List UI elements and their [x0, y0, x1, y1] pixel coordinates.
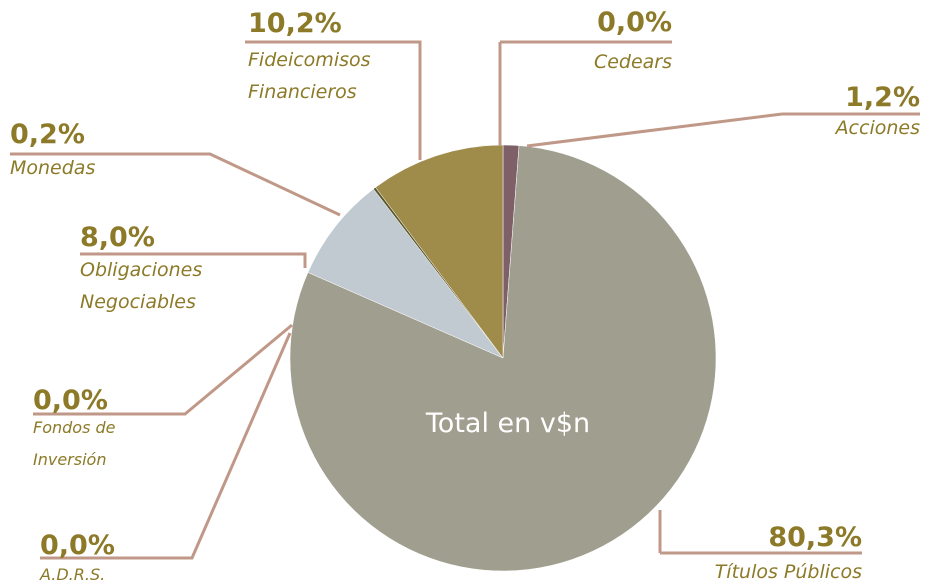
- category-label: Cedears: [593, 51, 672, 73]
- leader-line: [40, 332, 292, 560]
- category-label: Acciones: [835, 117, 920, 139]
- value-label: 0,0%: [33, 385, 108, 416]
- value-label: 0,2%: [10, 119, 85, 150]
- value-label: 0,0%: [40, 530, 115, 561]
- value-label: 10,2%: [248, 8, 342, 39]
- leader-line: [658, 510, 862, 555]
- pie-slice: [307, 188, 504, 359]
- leader-line: [80, 252, 307, 268]
- leader-line: [10, 152, 341, 217]
- leader-line: [498, 40, 672, 146]
- value-label: 80,3%: [768, 522, 862, 553]
- pie-slice: [375, 144, 504, 359]
- category-label: A.D.R.S.: [40, 565, 106, 584]
- leader-line: [526, 112, 920, 148]
- category-label: Fideicomisos Financieros: [248, 49, 371, 103]
- category-label: Obligaciones Negociables: [80, 259, 203, 313]
- leader-line: [245, 40, 422, 160]
- value-label: 8,0%: [80, 222, 155, 253]
- value-label: 0,0%: [597, 7, 672, 38]
- value-label: 1,2%: [845, 82, 920, 113]
- category-label: Monedas: [10, 157, 96, 179]
- category-label: Títulos Públicos: [714, 561, 862, 583]
- center-label: Total en v$n: [425, 408, 590, 439]
- leader-line: [33, 323, 293, 416]
- category-label: Fondos de Inversión: [33, 418, 116, 469]
